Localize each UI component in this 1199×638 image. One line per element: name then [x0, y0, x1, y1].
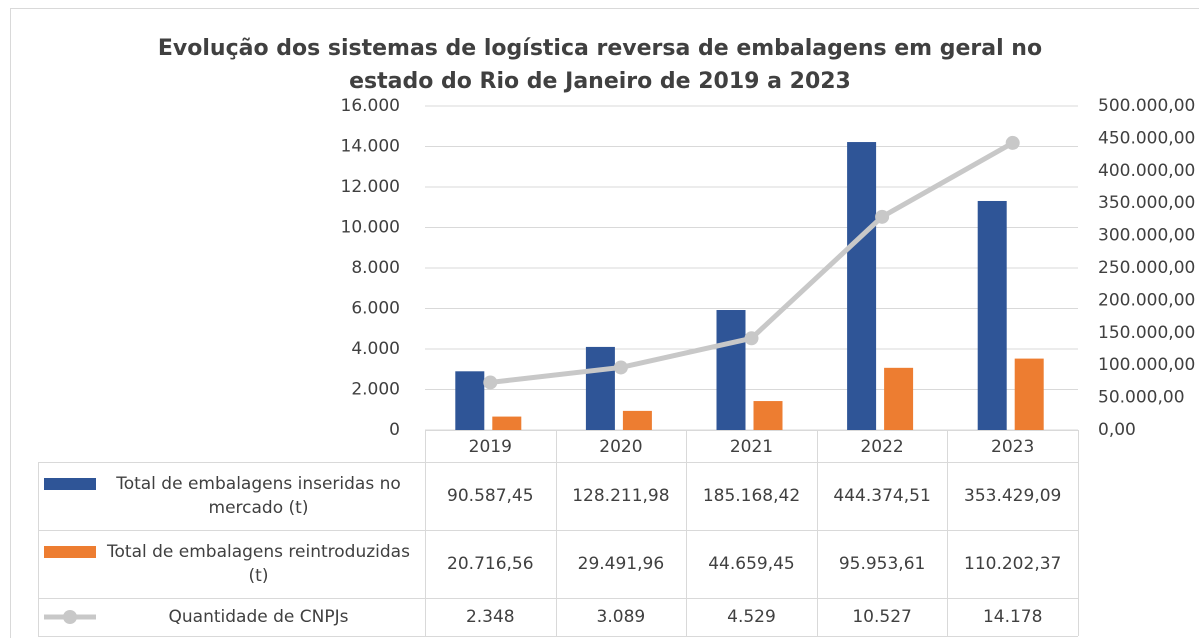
bar	[622, 410, 652, 430]
line-point	[483, 375, 498, 390]
table-value: 14.178	[982, 607, 1043, 627]
bar	[753, 401, 783, 430]
bar	[716, 310, 746, 430]
x-tick-label: 2019	[468, 436, 512, 457]
y2-tick-label: 150.000,00	[1098, 323, 1195, 343]
table-value: 185.168,42	[702, 486, 801, 506]
y2-tick-label: 500.000,00	[1098, 96, 1195, 116]
y-tick-label: 8.000	[351, 258, 400, 278]
bar	[492, 416, 522, 430]
table-value: 20.716,56	[447, 554, 534, 574]
chart-frame	[10, 8, 1199, 638]
legend-label: Quantidade de CNPJs	[168, 607, 349, 627]
y-tick-label: 4.000	[351, 339, 400, 359]
table-value: 2.348	[465, 607, 515, 627]
table-value: 3.089	[596, 607, 646, 627]
y2-tick-label: 100.000,00	[1098, 355, 1195, 375]
legend-key	[44, 478, 96, 490]
y2-tick-label: 50.000,00	[1098, 388, 1185, 408]
line-point	[1005, 135, 1020, 150]
table-value: 128.211,98	[572, 486, 670, 506]
legend-label: Total de embalagens reintroduzidas (t)	[107, 542, 410, 586]
legend-key	[63, 610, 77, 624]
y2-tick-label: 300.000,00	[1098, 226, 1195, 246]
bar	[455, 371, 485, 430]
table-value: 444.374,51	[833, 486, 931, 506]
line-point	[613, 360, 628, 375]
chart-title: Evolução dos sistemas de logística rever…	[157, 36, 1043, 94]
table-value: 10.527	[852, 607, 912, 627]
table-value: 95.953,61	[838, 554, 926, 574]
x-tick-label: 2023	[991, 436, 1035, 457]
y-tick-label: 6.000	[351, 299, 400, 319]
line-point	[744, 331, 759, 346]
table-value: 29.491,96	[577, 554, 665, 574]
bar	[977, 200, 1007, 430]
y2-tick-label: 350.000,00	[1098, 193, 1195, 213]
line-point	[875, 209, 890, 224]
table-value: 90.587,45	[447, 486, 534, 506]
table-value: 110.202,37	[964, 554, 1062, 574]
y-tick-label: 16.000	[341, 96, 400, 116]
y2-tick-label: 250.000,00	[1098, 258, 1195, 278]
y2-tick-label: 450.000,00	[1098, 128, 1195, 148]
bar	[1014, 358, 1044, 430]
x-tick-label: 2020	[599, 436, 643, 457]
y-tick-label: 12.000	[341, 177, 400, 197]
x-tick-label: 2021	[729, 436, 774, 457]
bar	[884, 367, 914, 430]
bar	[585, 346, 615, 430]
y-tick-label: 2.000	[351, 380, 400, 400]
y-tick-label: 14.000	[341, 137, 400, 157]
table-value: 4.529	[727, 607, 776, 627]
y2-tick-label: 400.000,00	[1098, 161, 1195, 181]
table-value: 44.659,45	[708, 554, 795, 574]
y-tick-label: 0	[389, 420, 400, 440]
bar	[847, 142, 877, 430]
y2-tick-label: 0,00	[1098, 420, 1136, 440]
table-value: 353.429,09	[964, 486, 1062, 506]
legend-key	[44, 546, 96, 558]
line	[490, 140, 1014, 385]
y-tick-label: 10.000	[341, 218, 400, 238]
y2-tick-label: 200.000,00	[1098, 290, 1195, 310]
x-tick-label: 2022	[860, 436, 904, 457]
legend-label: Total de embalagens inseridas no mercado…	[116, 474, 401, 518]
